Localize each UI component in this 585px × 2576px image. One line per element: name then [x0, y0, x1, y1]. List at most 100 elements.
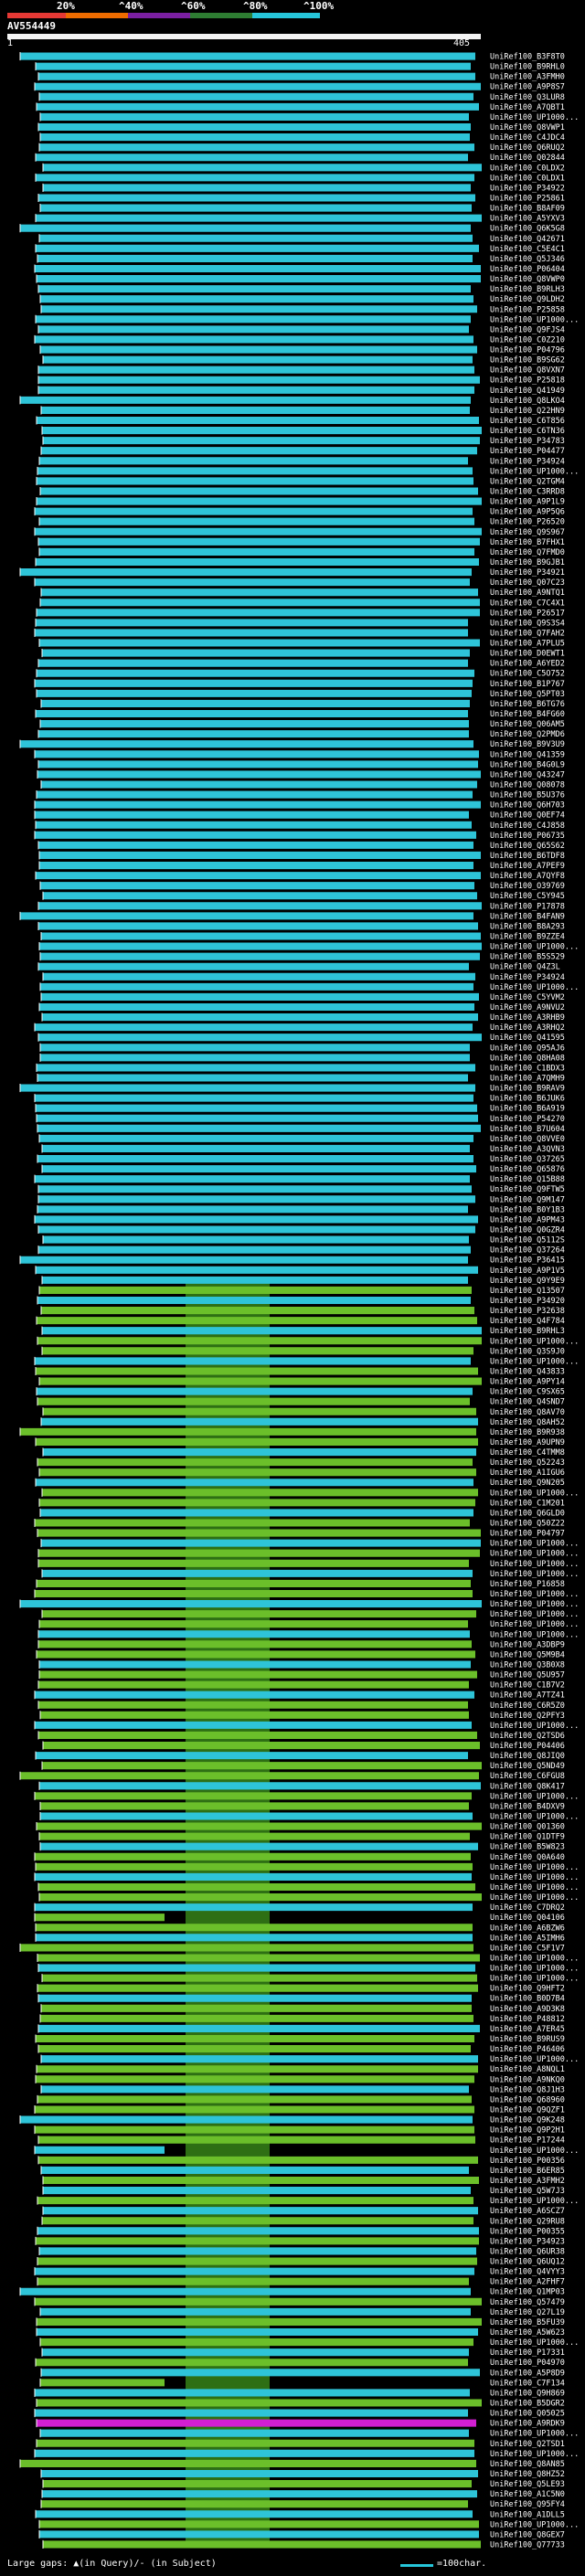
hit-label: UniRef100_P16858: [490, 1580, 565, 1589]
hit-label: UniRef100_UP1000...: [490, 1610, 579, 1619]
hit-label: UniRef100_Q0A640: [490, 1853, 565, 1862]
hit-label: UniRef100_P54270: [490, 1115, 565, 1124]
hit-label: UniRef100_A9RDK9: [490, 2420, 565, 2429]
hit-label: UniRef100_A9PY14: [490, 1378, 565, 1387]
hit-label: UniRef100_P46406: [490, 2045, 565, 2054]
hit-label: UniRef100_B5S529: [490, 953, 565, 962]
hit-label: UniRef100_Q22HN9: [490, 407, 565, 416]
hit-label: UniRef100_P26520: [490, 518, 565, 527]
hit-label: UniRef100_P26517: [490, 609, 565, 618]
hit-label: UniRef100_P17878: [490, 902, 565, 911]
scale-band-100: [252, 13, 320, 18]
hit-label: UniRef100_A5YXV3: [490, 215, 565, 224]
hit-label: UniRef100_P04797: [490, 1530, 565, 1539]
scale-band-60: [128, 13, 190, 18]
scale-label-40: ^40%: [119, 0, 144, 12]
hit-label: UniRef100_B6ER85: [490, 2167, 565, 2176]
hit-label: UniRef100_Q5M9B4: [490, 1650, 565, 1659]
hit-label: UniRef100_B9RLH3: [490, 285, 565, 294]
hit-label: UniRef100_Q6GLD0: [490, 1509, 565, 1518]
hit-label: UniRef100_C4JDC4: [490, 133, 565, 143]
hit-label: UniRef100_P34920: [490, 1297, 565, 1306]
hit-label: UniRef100_Q04106: [490, 1913, 565, 1923]
hit-label: UniRef100_Q5U957: [490, 1671, 565, 1680]
hit-label: UniRef100_A3RHQ2: [490, 1023, 565, 1033]
hit-label: UniRef100_B9RHL0: [490, 63, 565, 72]
hit-label: UniRef100_B9V3U9: [490, 740, 565, 749]
hit-label: UniRef100_C5YVM2: [490, 993, 565, 1002]
hit-label: UniRef100_UP1000...: [490, 1600, 579, 1609]
hit-label: UniRef100_UP1000...: [490, 113, 579, 122]
scale-bar-icon: [400, 2564, 433, 2567]
hit-label: UniRef100_B9GJB1: [490, 558, 565, 567]
hit-label: UniRef100_B0Y1B3: [490, 1205, 565, 1214]
hit-label: UniRef100_A7ER45: [490, 2025, 565, 2034]
hit-label: UniRef100_P06404: [490, 265, 565, 274]
hit-label: UniRef100_Q27L19: [490, 2308, 565, 2317]
hit-label: UniRef100_Q8HA08: [490, 1054, 565, 1063]
hit-label: UniRef100_B3F8T0: [490, 53, 565, 62]
hit-label: UniRef100_B9RAV9: [490, 1085, 565, 1094]
hit-label: UniRef100_Q2PMD6: [490, 730, 565, 739]
hit-label: UniRef100_UP1000...: [490, 2055, 579, 2064]
hit-label: UniRef100_UP1000...: [490, 1570, 579, 1579]
hit-label: UniRef100_Q29RU8: [490, 2217, 565, 2226]
hit-label: UniRef100_Q57479: [490, 2298, 565, 2307]
hit-label: UniRef100_Q95FY4: [490, 2500, 565, 2509]
hit-label: UniRef100_B0D7B4: [490, 1995, 565, 2004]
hit-label: UniRef100_A9P5Q6: [490, 508, 565, 517]
hit-label: UniRef100_UP1000...: [490, 2430, 579, 2439]
hit-label: UniRef100_UP1000...: [490, 1590, 579, 1599]
scale-label-20: 20%: [57, 0, 75, 12]
large-gaps-note: Large gaps: ▲(in Query)/- (in Subject): [7, 2559, 217, 2569]
scale-band-40: [66, 13, 128, 18]
hit-label: UniRef100_P34783: [490, 437, 565, 446]
hit-label: UniRef100_UP1000...: [490, 2197, 579, 2206]
scale-band-80: [190, 13, 252, 18]
query-bar: [7, 34, 481, 39]
hit-label: UniRef100_A1IGU6: [490, 1468, 565, 1478]
hit-label: UniRef100_Q9LDH2: [490, 295, 565, 304]
hit-label: UniRef100_A7QYF8: [490, 872, 565, 881]
hit-label: UniRef100_UP1000...: [490, 1337, 579, 1346]
hit-label: UniRef100_Q7FAH2: [490, 629, 565, 638]
hit-label: UniRef100_Q9S3S4: [490, 619, 565, 628]
hit-label: UniRef100_B5FU39: [490, 2318, 565, 2327]
footer-legend: Large gaps: ▲(in Query)/- (in Subject) =…: [0, 2555, 585, 2573]
hit-label: UniRef100_UP1000...: [490, 1630, 579, 1639]
hit-label: UniRef100_Q7FMD0: [490, 548, 565, 557]
hit-label: UniRef100_A9P1V5: [490, 1267, 565, 1276]
hit-label: UniRef100_Q1DTF9: [490, 1833, 565, 1842]
hit-label: UniRef100_Q2PFY3: [490, 1712, 565, 1721]
hit-label: UniRef100_UP1000...: [490, 1722, 579, 1731]
hit-label: UniRef100_C0LDX2: [490, 164, 565, 173]
hit-label: UniRef100_UP1000...: [490, 1540, 579, 1549]
hit-label: UniRef100_C7C4X1: [490, 599, 565, 608]
hit-label: UniRef100_Q9HFT2: [490, 1985, 565, 1994]
hit-label: UniRef100_UP1000...: [490, 315, 579, 324]
hit-label: UniRef100_Q41595: [490, 1034, 565, 1043]
hit-label: UniRef100_C5Y945: [490, 892, 565, 901]
hit-label: UniRef100_Q43247: [490, 770, 565, 779]
hit-label: UniRef100_B5DGR2: [490, 2400, 565, 2409]
hit-label: UniRef100_P25858: [490, 305, 565, 314]
hit-label: UniRef100_UP1000...: [490, 1550, 579, 1559]
hit-label: UniRef100_Q0GZR4: [490, 1226, 565, 1235]
hit-label: UniRef100_A7QBT1: [490, 103, 565, 112]
hit-label: UniRef100_Q3B0X8: [490, 1660, 565, 1670]
hit-label: UniRef100_A9D3K8: [490, 2005, 565, 2014]
hit-label: UniRef100_Q65S62: [490, 842, 565, 851]
hit-label: UniRef100_Q3LUR8: [490, 93, 565, 102]
hit-label: UniRef100_Q95AJ6: [490, 1044, 565, 1053]
hit-label: UniRef100_P06735: [490, 832, 565, 841]
hit-label: UniRef100_A3DBP9: [490, 1640, 565, 1649]
hit-label: UniRef100_Q5ND49: [490, 1762, 565, 1771]
hit-label: UniRef100_C4TMM8: [490, 1448, 565, 1458]
hit-label: UniRef100_Q2TSD6: [490, 1732, 565, 1741]
hit-label: UniRef100_B6JUK6: [490, 1095, 565, 1104]
hit-label: UniRef100_Q5PT03: [490, 690, 565, 699]
hit-label: UniRef100_UP1000...: [490, 943, 579, 952]
hit-label: UniRef100_B1P767: [490, 680, 565, 689]
hit-label: UniRef100_UP1000...: [490, 1813, 579, 1822]
hit-label: UniRef100_P04970: [490, 2359, 565, 2368]
